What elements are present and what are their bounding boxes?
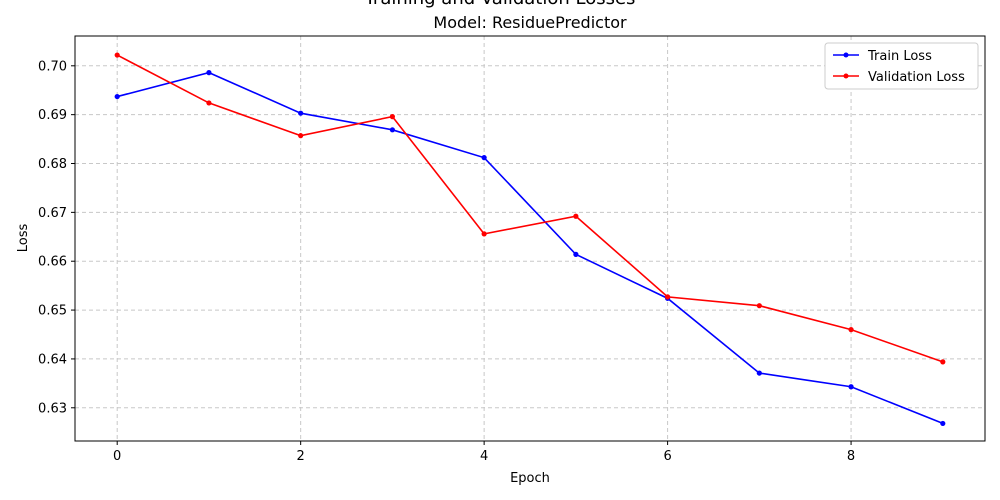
legend-marker-validation — [843, 73, 849, 79]
y-tick-label: 0.64 — [38, 352, 67, 367]
legend: Train Loss Validation Loss — [824, 42, 979, 90]
legend-marker-train — [843, 52, 849, 58]
data-point-train-loss — [573, 251, 579, 257]
x-tick-label: 2 — [297, 449, 305, 464]
chart-title: Training and Validation Losses — [364, 0, 636, 9]
y-tick-label: 0.69 — [38, 108, 67, 123]
grid-lines — [75, 36, 985, 441]
y-tick-label: 0.65 — [38, 304, 67, 319]
x-tick-label: 8 — [847, 449, 855, 464]
legend-label-validation: Validation Loss — [868, 70, 965, 85]
data-point-validation-loss — [298, 133, 304, 139]
series-group — [114, 52, 946, 427]
series-line-validation-loss — [116, 54, 944, 363]
data-point-validation-loss — [114, 52, 120, 58]
legend-box — [824, 42, 979, 90]
data-point-train-loss — [114, 93, 120, 100]
y-tick-label: 0.67 — [38, 206, 67, 221]
plot-frame — [74, 35, 986, 442]
data-point-train-loss — [298, 110, 304, 116]
data-point-validation-loss — [481, 231, 487, 237]
y-tick-label: 0.63 — [38, 401, 67, 416]
legend-label-train: Train Loss — [867, 49, 932, 64]
x-tick-label: 0 — [113, 449, 121, 464]
data-point-validation-loss — [940, 359, 946, 365]
x-axis-label: Epoch — [510, 471, 550, 486]
data-point-train-loss — [206, 70, 212, 76]
data-point-train-loss — [756, 370, 762, 376]
y-tick-label: 0.68 — [38, 157, 67, 172]
y-axis-ticks: 0.63 0.64 0.65 0.66 0.67 0.68 0.69 0.70 — [38, 59, 75, 416]
x-axis-ticks: 0 2 4 6 8 — [113, 441, 855, 464]
y-axis-label: Loss — [16, 224, 31, 253]
data-point-validation-loss — [573, 213, 579, 219]
data-point-validation-loss — [756, 303, 762, 309]
x-tick-label: 4 — [480, 449, 488, 464]
data-point-train-loss — [848, 384, 854, 390]
data-point-validation-loss — [389, 114, 395, 120]
y-tick-label: 0.66 — [38, 255, 67, 270]
x-tick-label: 6 — [663, 449, 671, 464]
data-point-train-loss — [940, 420, 946, 427]
chart-subtitle: Model: ResiduePredictor — [433, 13, 627, 32]
data-point-validation-loss — [206, 100, 212, 106]
data-point-validation-loss — [665, 294, 671, 300]
data-point-train-loss — [389, 127, 395, 133]
series-line-train-loss — [116, 71, 944, 425]
data-point-validation-loss — [848, 327, 854, 333]
data-point-train-loss — [481, 155, 487, 161]
y-tick-label: 0.70 — [38, 59, 67, 74]
